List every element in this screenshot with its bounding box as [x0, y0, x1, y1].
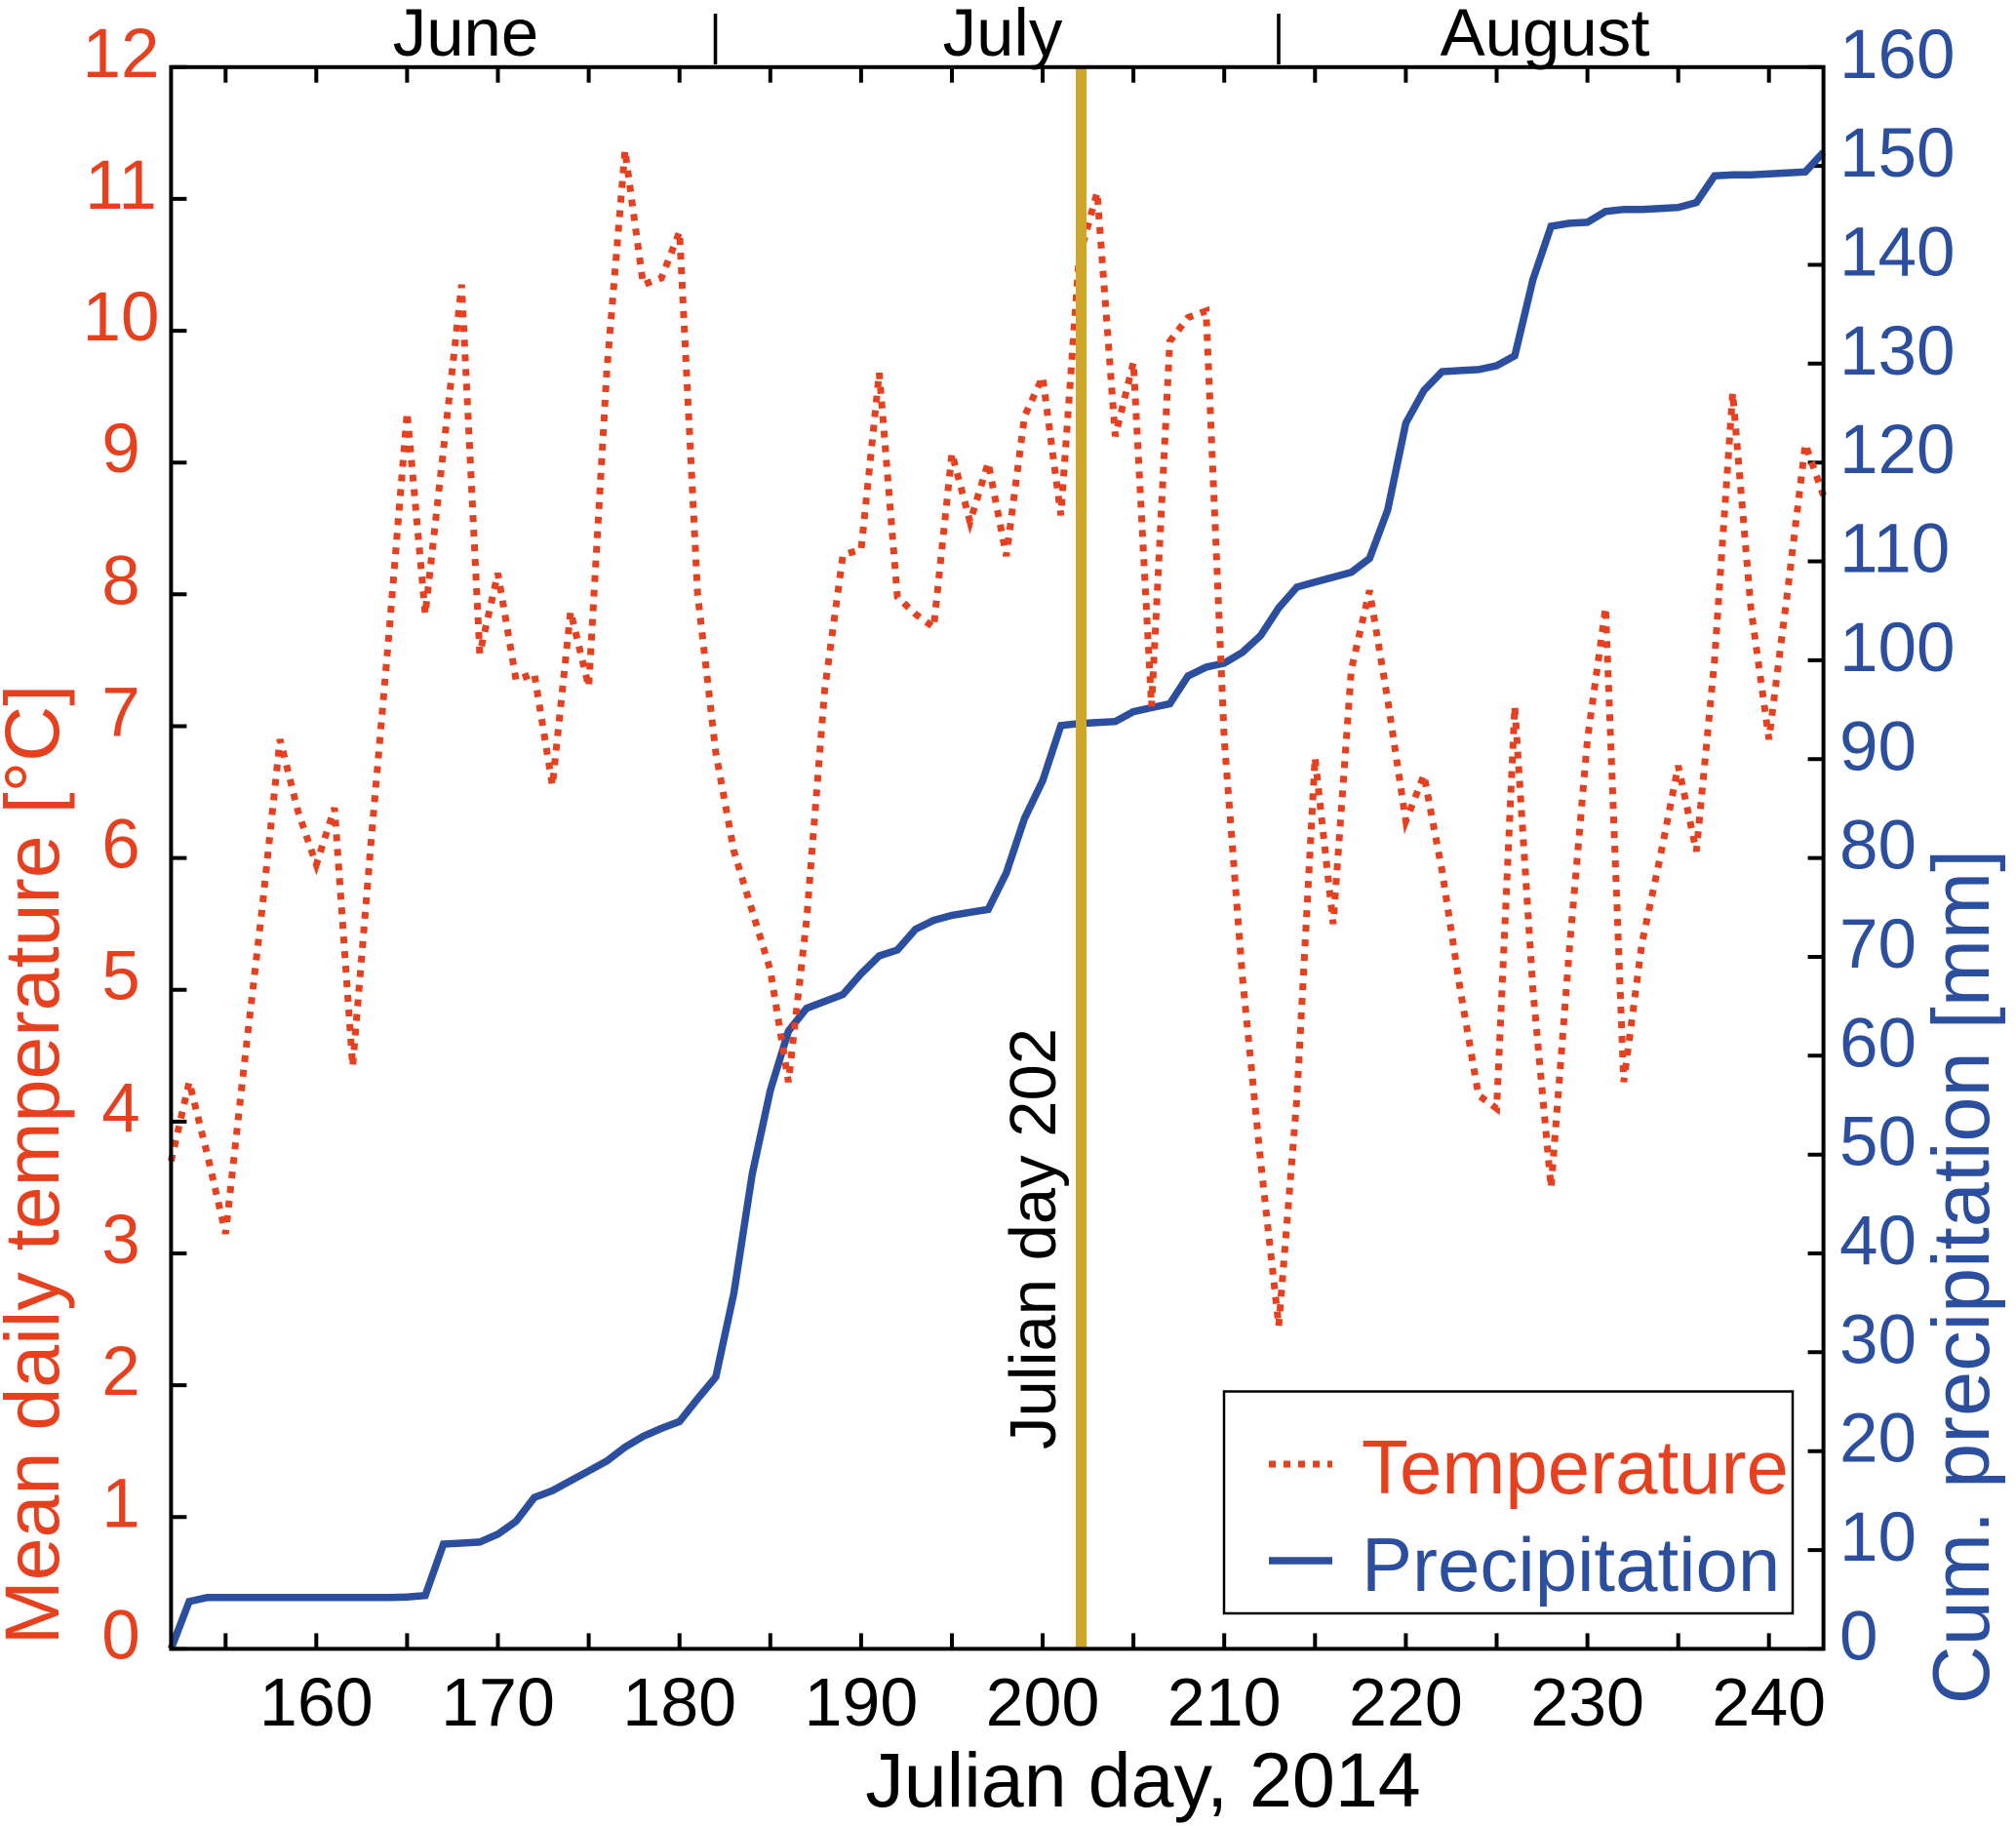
svg-text:190: 190 [805, 1664, 919, 1740]
svg-text:Cum. precipitation [mm]: Cum. precipitation [mm] [1916, 850, 2006, 1704]
svg-text:1: 1 [101, 1465, 140, 1542]
svg-text:2: 2 [101, 1333, 140, 1410]
svg-text:90: 90 [1839, 708, 1917, 785]
svg-text:80: 80 [1839, 808, 1917, 885]
svg-text:220: 220 [1349, 1664, 1463, 1740]
svg-text:0: 0 [1839, 1598, 1878, 1675]
svg-text:160: 160 [259, 1664, 374, 1740]
svg-text:110: 110 [1839, 511, 1950, 588]
svg-text:11: 11 [85, 147, 157, 224]
svg-text:210: 210 [1167, 1664, 1282, 1740]
svg-text:60: 60 [1839, 1005, 1917, 1082]
svg-text:30: 30 [1839, 1301, 1917, 1378]
svg-text:70: 70 [1839, 906, 1917, 983]
svg-text:7: 7 [101, 675, 140, 752]
svg-text:100: 100 [1839, 610, 1955, 687]
svg-text:230: 230 [1530, 1664, 1644, 1740]
svg-text:Julian day 202: Julian day 202 [997, 1028, 1070, 1449]
svg-text:170: 170 [441, 1664, 555, 1740]
svg-text:12: 12 [83, 16, 160, 93]
svg-text:10: 10 [1839, 1499, 1917, 1576]
svg-text:6: 6 [101, 807, 140, 884]
svg-text:0: 0 [101, 1597, 140, 1674]
svg-text:180: 180 [622, 1664, 736, 1740]
svg-text:160: 160 [1839, 17, 1955, 94]
svg-text:200: 200 [986, 1664, 1100, 1740]
svg-text:4: 4 [101, 1070, 140, 1147]
svg-text:June: June [393, 0, 539, 70]
svg-text:240: 240 [1712, 1664, 1826, 1740]
svg-text:40: 40 [1839, 1203, 1917, 1280]
svg-text:July: July [943, 0, 1063, 70]
svg-text:20: 20 [1839, 1401, 1917, 1478]
svg-text:10: 10 [83, 279, 160, 356]
svg-text:Mean daily temperature [°C]: Mean daily temperature [°C] [0, 685, 75, 1645]
svg-text:50: 50 [1839, 1104, 1917, 1181]
svg-text:130: 130 [1839, 313, 1955, 390]
svg-text:August: August [1441, 0, 1650, 70]
svg-text:8: 8 [101, 542, 140, 619]
svg-text:Precipitation: Precipitation [1362, 1522, 1780, 1608]
svg-text:9: 9 [101, 411, 140, 488]
svg-text:Temperature: Temperature [1362, 1424, 1789, 1510]
svg-text:140: 140 [1839, 215, 1955, 292]
svg-text:3: 3 [101, 1202, 140, 1279]
svg-text:Julian day, 2014: Julian day, 2014 [865, 1736, 1421, 1823]
svg-text:150: 150 [1839, 115, 1955, 192]
svg-text:120: 120 [1839, 412, 1955, 489]
svg-text:5: 5 [101, 938, 140, 1015]
